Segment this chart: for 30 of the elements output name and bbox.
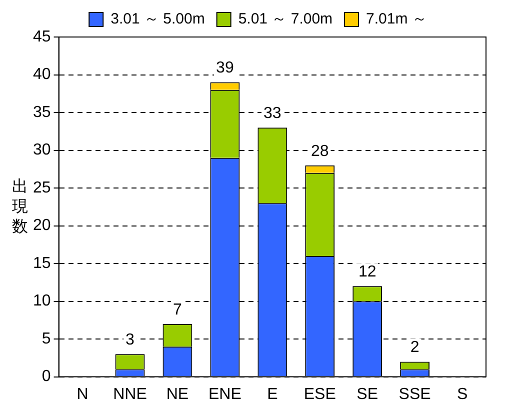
total-label: 12 [358, 264, 376, 281]
x-tick-label: ENE [208, 386, 242, 403]
total-label: 7 [173, 301, 182, 318]
x-tick-label: E [267, 386, 278, 403]
y-tick-label: 25 [33, 179, 51, 196]
y-tick-label: 15 [33, 254, 51, 272]
legend-label: 7.01m ～ [366, 10, 427, 28]
total-label: 3 [126, 332, 135, 349]
y-tick-label: 40 [33, 66, 51, 84]
x-tick-label: S [456, 386, 468, 403]
y-tick-label: 5 [42, 330, 51, 348]
x-tick-label: SSE [398, 386, 431, 403]
x-tick-label: SE [356, 386, 378, 403]
y-tick-label: 45 [33, 28, 51, 46]
y-tick-label: 20 [33, 217, 51, 234]
total-label: 33 [264, 105, 282, 122]
x-tick-label: ESE [304, 386, 336, 403]
y-tick-label: 30 [33, 142, 51, 159]
y-tick-label: 35 [33, 104, 51, 121]
x-tick-label: NE [166, 386, 189, 403]
total-label: 2 [410, 339, 420, 356]
y-tick-label: 10 [33, 292, 51, 310]
legend-label: 5.01 ～ 7.00m [238, 10, 333, 28]
legend-label: 3.01 ～ 5.00m [110, 10, 205, 28]
x-tick-label: N [76, 386, 88, 403]
y-tick-label: 0 [42, 368, 51, 386]
total-label: 39 [216, 60, 234, 77]
y-axis-title: 出現数 [12, 177, 28, 236]
x-tick-label: NNE [113, 386, 147, 403]
total-label: 28 [310, 142, 329, 160]
